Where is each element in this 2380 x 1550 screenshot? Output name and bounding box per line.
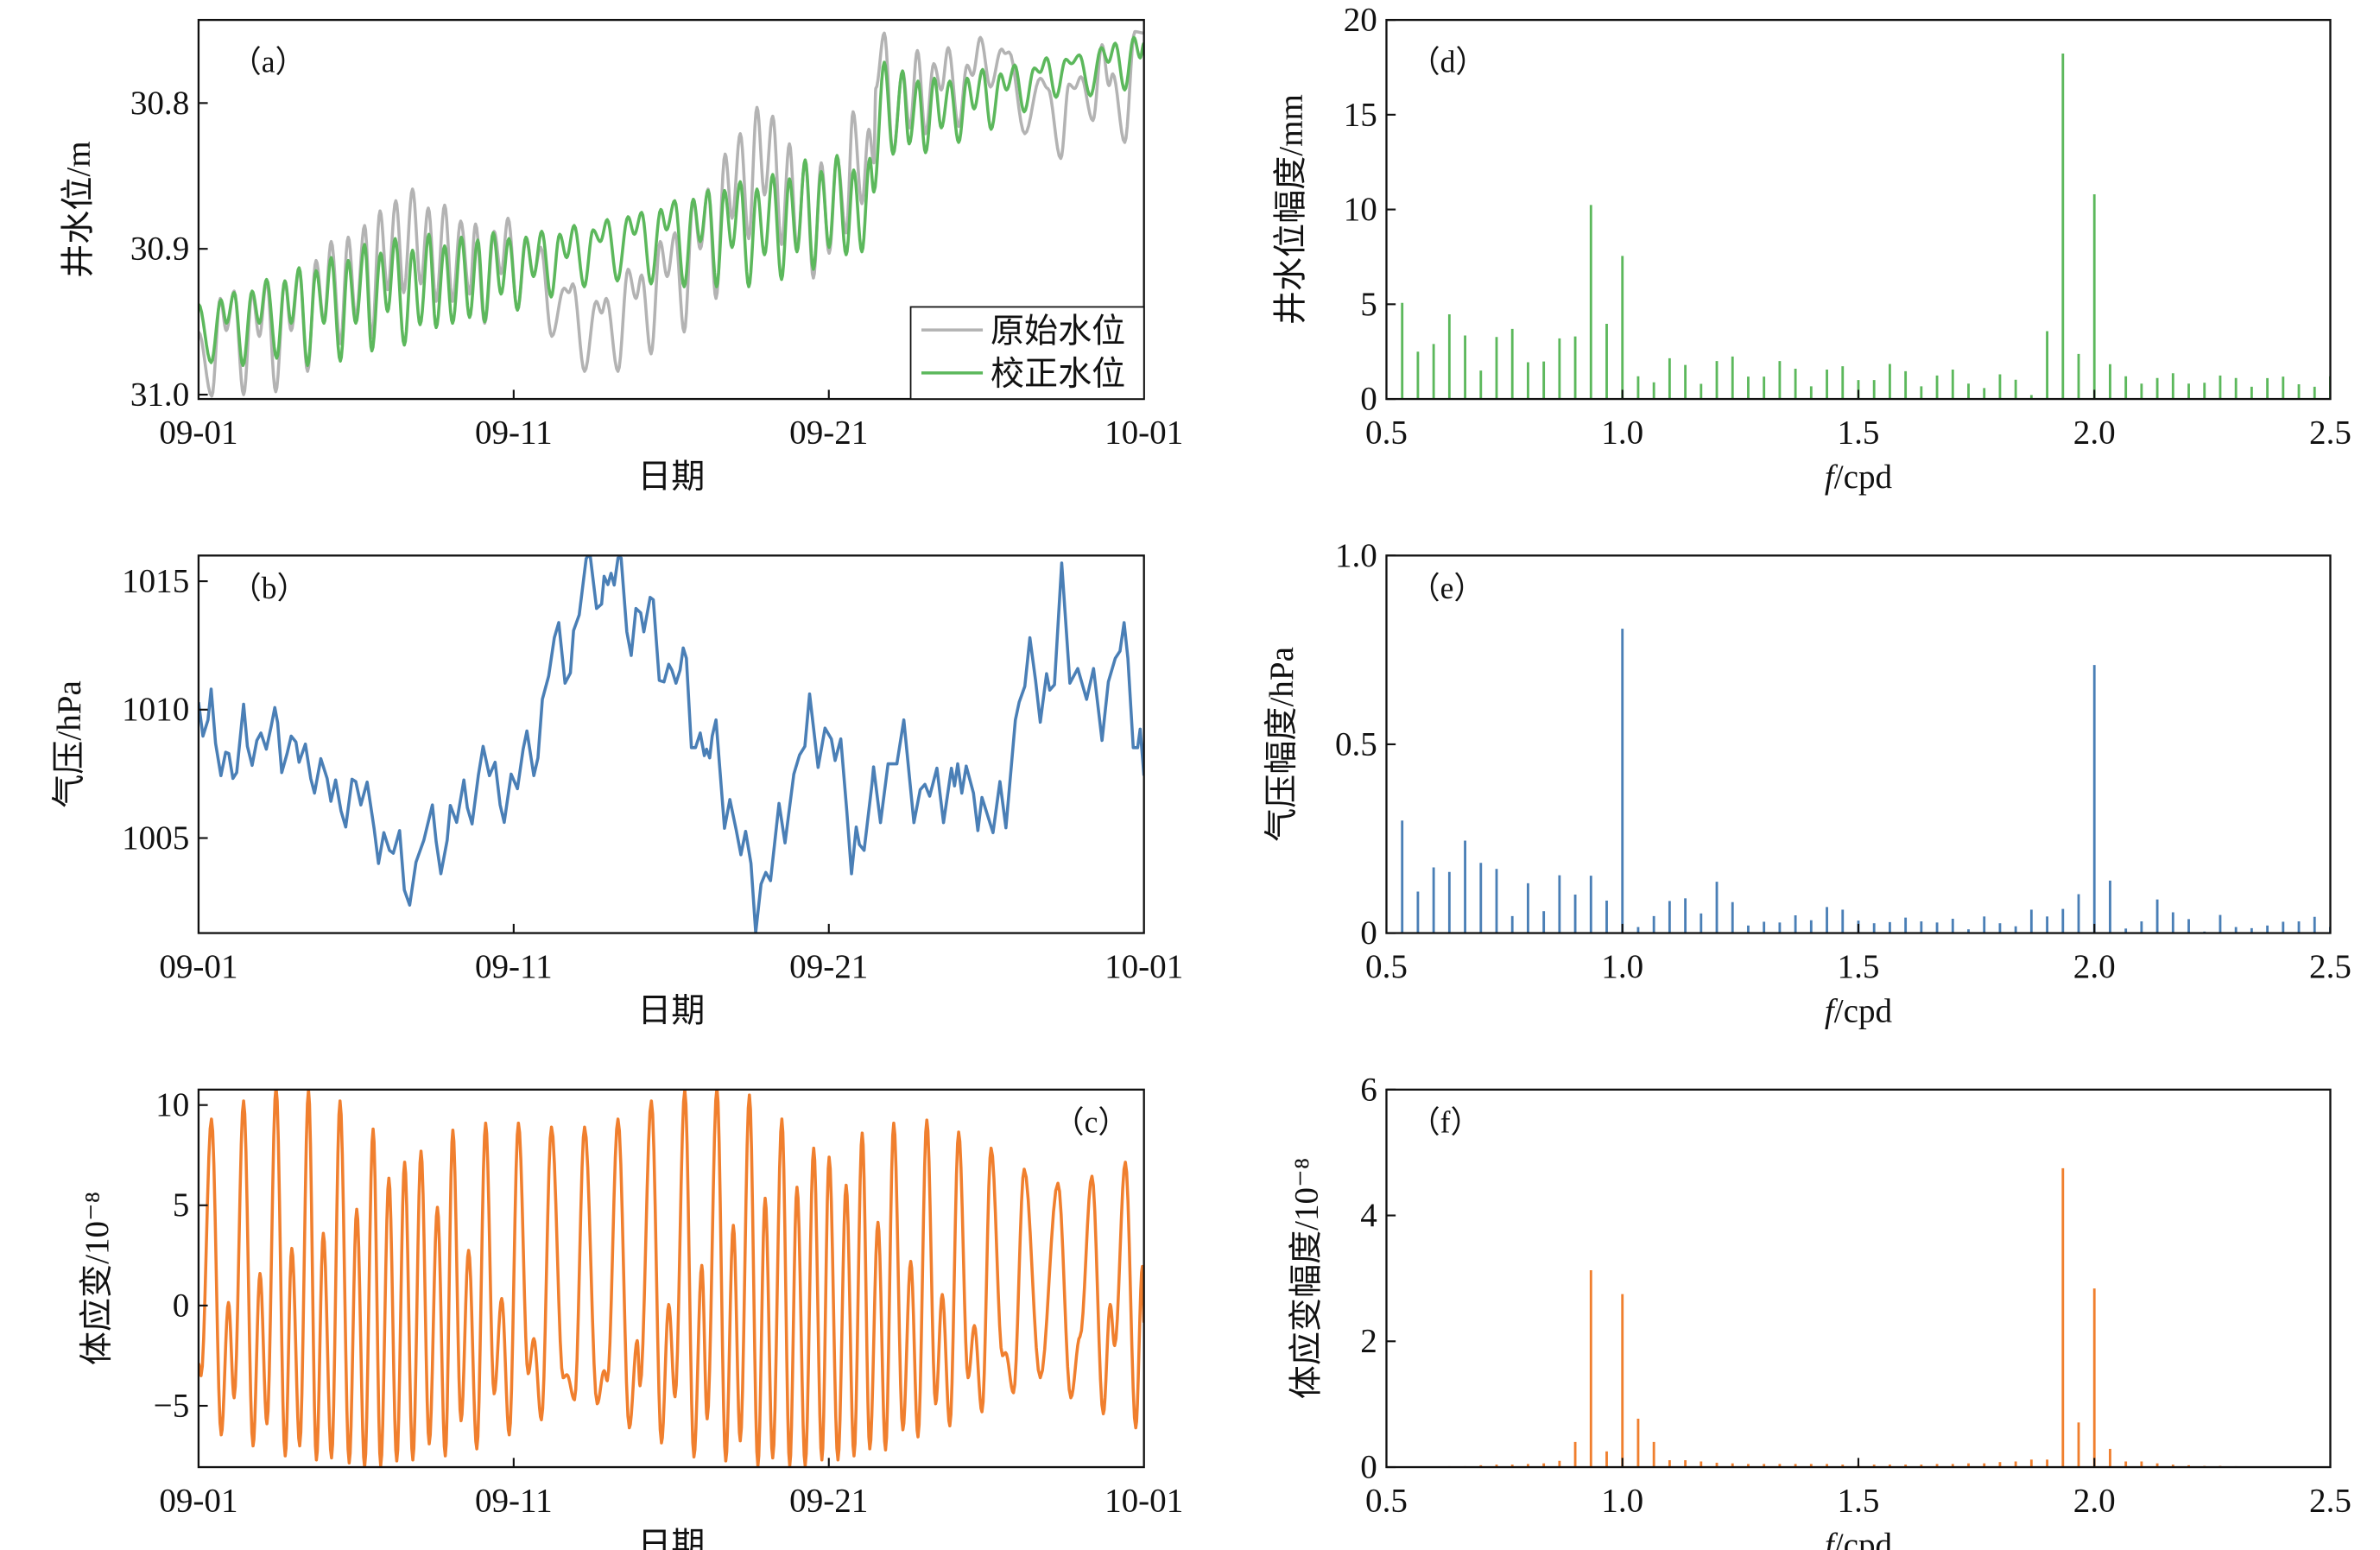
- x-tick-label: 09-11: [475, 414, 553, 452]
- y-axis-label: 体应变幅度/10⁻⁸: [1288, 1158, 1326, 1400]
- series-line-a-1: [198, 35, 1144, 368]
- plot-area: [1401, 53, 2331, 400]
- x-axis-label-unit: /cpd: [1834, 993, 1893, 1030]
- x-tick-label: 1.0: [1601, 948, 1643, 985]
- x-tick-label: 1.0: [1601, 1483, 1643, 1520]
- x-tick-label: 09-21: [789, 1483, 868, 1520]
- y-tick-label: 0: [173, 1287, 190, 1324]
- x-tick-label: 09-21: [789, 414, 868, 452]
- axes-frame: [197, 1088, 1145, 1469]
- plot-area: [198, 29, 1144, 398]
- x-tick-label: 09-11: [475, 948, 553, 985]
- y-tick-label: 10: [155, 1086, 189, 1123]
- y-tick-label: 6: [1360, 1071, 1377, 1108]
- x-axis-label-unit: /cpd: [1834, 1527, 1893, 1550]
- plot-area: [1401, 629, 2331, 933]
- y-axis-label: 井水位/m: [60, 141, 98, 278]
- x-tick-label: 2.5: [2309, 1483, 2352, 1520]
- panel-label: （a）: [231, 45, 306, 79]
- axes-frame: [1385, 18, 2332, 401]
- legend-box: [909, 306, 1145, 400]
- x-axis-label: f/cpd: [1825, 1527, 1893, 1550]
- panel-d: 0.5 1.0 1.5 2.0 2.5 0 5 10 15 20 f/cpd 井水位幅度/mm （d）: [1273, 2, 2352, 497]
- y-tick-label: 31.0: [130, 376, 189, 413]
- x-tick-label: 0.5: [1365, 1483, 1408, 1520]
- x-tick-label: 1.5: [1838, 1483, 1880, 1520]
- y-tick-label: 1015: [122, 563, 189, 600]
- panel-label: （b）: [231, 571, 307, 605]
- y-tick-label: −5: [154, 1387, 190, 1424]
- y-tick-label: 15: [1344, 96, 1377, 133]
- x-tick-label: 2.0: [2073, 414, 2116, 452]
- x-tick-label: 2.0: [2073, 1483, 2116, 1520]
- legend-label: 原始水位: [991, 313, 1125, 350]
- x-tick-label: 10-01: [1105, 1483, 1183, 1520]
- panel-c: 09-01 09-11 09-21 10-01 10 5 0 −5 日期 体应变/10⁻⁸ （c）: [79, 1086, 1183, 1550]
- x-tick-label: 09-01: [159, 414, 237, 452]
- series-line-c-0: [198, 1089, 1144, 1468]
- plot-area: [198, 1089, 1144, 1468]
- panel-label: （d）: [1409, 45, 1486, 79]
- plot-area: [1401, 1167, 2269, 1468]
- y-axis-label: 气压/hPa: [51, 680, 88, 808]
- x-axis-label: 日期: [637, 1527, 705, 1550]
- y-tick-label: 0.5: [1335, 725, 1377, 762]
- x-tick-label: 2.0: [2073, 948, 2116, 985]
- axes-frame: [1385, 1088, 2332, 1469]
- axes-frame: [197, 18, 1145, 401]
- x-tick-label: 1.0: [1601, 414, 1643, 452]
- y-tick-label: 30.9: [130, 231, 189, 268]
- y-tick-label: 20: [1344, 2, 1377, 39]
- series-line-b-0: [198, 555, 1144, 933]
- y-axis-label: 井水位幅度/mm: [1273, 94, 1310, 325]
- y-tick-label: 5: [1360, 286, 1377, 323]
- y-tick-label: 10: [1344, 191, 1377, 228]
- x-tick-label: 09-11: [475, 1483, 553, 1520]
- x-axis-label: f/cpd: [1825, 993, 1893, 1030]
- plot-area: [198, 555, 1144, 933]
- y-tick-label: 5: [173, 1186, 190, 1224]
- x-tick-label: 09-21: [789, 948, 868, 985]
- x-axis-label: f/cpd: [1825, 459, 1893, 496]
- x-tick-label: 09-01: [159, 948, 237, 985]
- y-tick-label: 30.8: [130, 85, 189, 122]
- panel-label: （e）: [1409, 571, 1484, 605]
- y-axis-label: 体应变/10⁻⁸: [79, 1192, 116, 1365]
- y-tick-label: 4: [1360, 1197, 1377, 1234]
- axes-frame: [197, 554, 1145, 934]
- panel-label: （f）: [1409, 1105, 1481, 1140]
- x-tick-label: 2.5: [2309, 948, 2352, 985]
- x-tick-label: 10-01: [1105, 414, 1183, 452]
- x-tick-label: 2.5: [2309, 414, 2352, 452]
- y-tick-label: 1010: [122, 691, 189, 728]
- x-tick-label: 0.5: [1365, 948, 1408, 985]
- y-tick-label: 1.0: [1335, 537, 1377, 574]
- panel-b: 09-01 09-11 09-21 10-01 1005 1010 1015 日期 气压/hPa…: [51, 554, 1183, 1030]
- y-tick-label: 0: [1360, 1448, 1377, 1485]
- y-tick-label: 0: [1360, 914, 1377, 952]
- x-tick-label: 10-01: [1105, 948, 1183, 985]
- y-tick-label: 0: [1360, 381, 1377, 418]
- y-tick-label: 2: [1360, 1323, 1377, 1360]
- y-tick-label: 1005: [122, 819, 189, 857]
- x-axis-label-unit: /cpd: [1834, 459, 1893, 496]
- x-tick-label: 09-01: [159, 1483, 237, 1520]
- panel-label: （c）: [1054, 1105, 1129, 1140]
- x-axis-label: 日期: [637, 459, 705, 496]
- y-axis-label: 气压幅度/hPa: [1263, 647, 1301, 842]
- x-tick-label: 0.5: [1365, 414, 1408, 452]
- x-tick-label: 1.5: [1838, 948, 1880, 985]
- x-axis-label: 日期: [637, 993, 705, 1030]
- axes-frame: [1385, 554, 2332, 934]
- x-tick-label: 1.5: [1838, 414, 1880, 452]
- legend-label: 校正水位: [991, 356, 1125, 393]
- panel-f: 0.5 1.0 1.5 2.0 2.5 0 2 4 6 f/cpd 体应变幅度/10⁻⁸ （f）: [1288, 1071, 2352, 1550]
- panel-a: 09-01 09-11 09-21 10-01 30.8 30.9 31.0 日期 井水位/m （…: [60, 18, 1183, 496]
